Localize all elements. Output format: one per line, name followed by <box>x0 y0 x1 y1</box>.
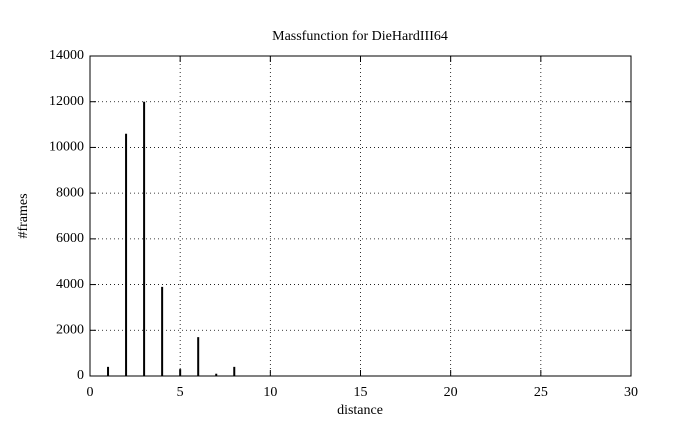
y-tick-label: 14000 <box>49 48 84 63</box>
y-tick-label: 2000 <box>56 323 84 338</box>
y-tick-label: 6000 <box>56 231 84 246</box>
y-tick-label: 10000 <box>49 140 84 155</box>
x-tick-label: 20 <box>444 385 458 400</box>
y-tick-label: 4000 <box>56 277 84 292</box>
x-tick-label: 10 <box>263 385 277 400</box>
y-tick-label: 8000 <box>56 185 84 200</box>
x-tick-label: 30 <box>624 385 638 400</box>
plot-frame <box>89 55 632 377</box>
x-tick-label: 5 <box>177 385 184 400</box>
y-tick-label: 0 <box>77 368 84 383</box>
x-tick-label: 0 <box>87 385 94 400</box>
x-tick-label: 15 <box>354 385 368 400</box>
y-tick-label: 12000 <box>49 94 84 109</box>
x-axis-label: distance <box>337 403 383 418</box>
x-tick-label: 25 <box>534 385 548 400</box>
chart-title: Massfunction for DieHardIII64 <box>272 29 448 44</box>
y-axis-label: #frames <box>16 193 31 238</box>
